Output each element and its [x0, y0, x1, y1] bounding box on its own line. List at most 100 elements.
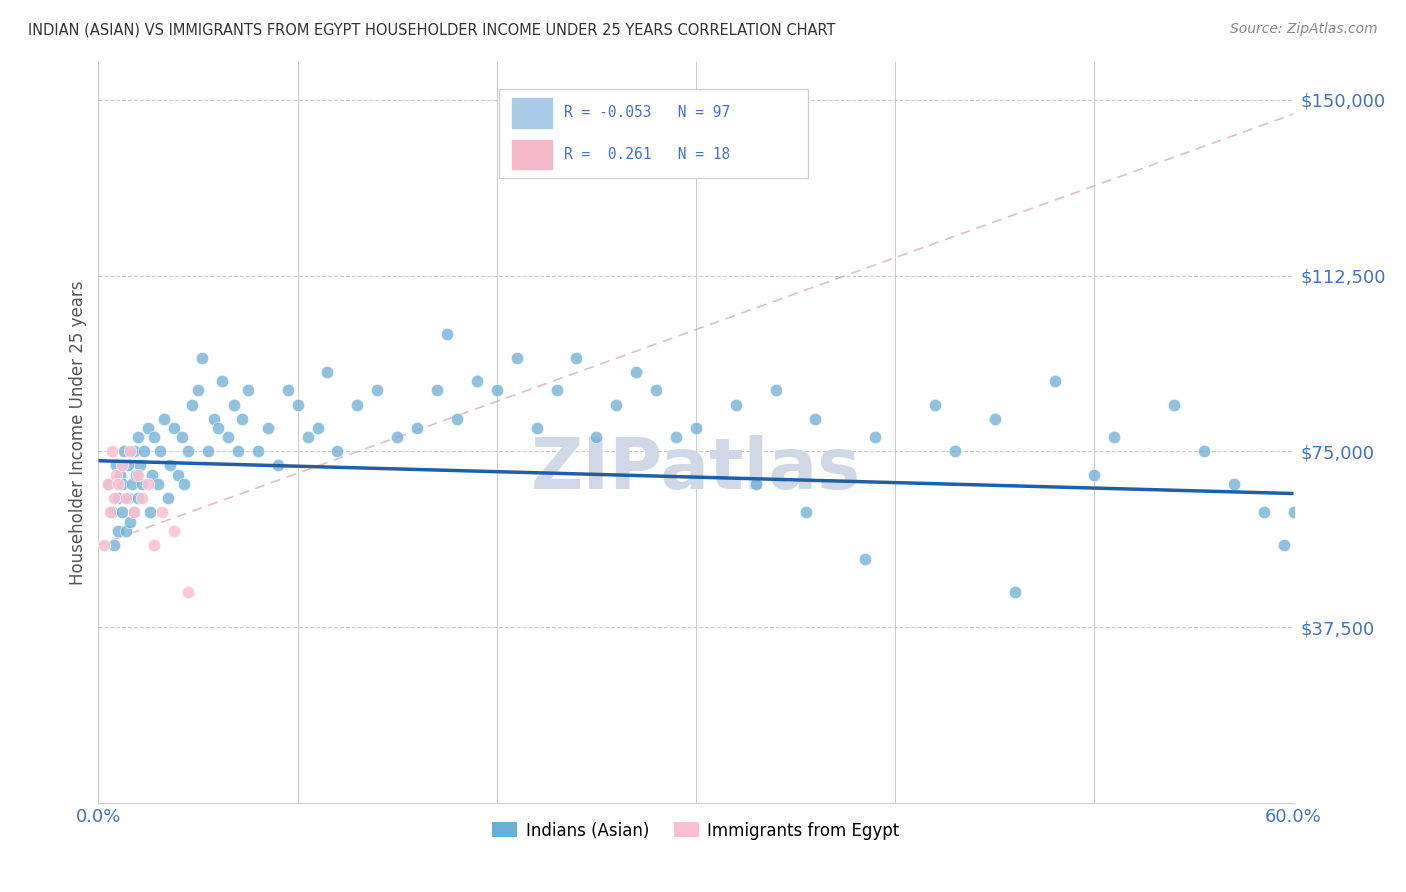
Point [1223, 477, 1246, 491]
Point [124, 444, 146, 458]
Point [121, 477, 143, 491]
Point [804, 411, 827, 425]
Point [485, 384, 508, 398]
Point [191, 351, 214, 365]
Text: ZIPatlas: ZIPatlas [531, 435, 860, 504]
Point [101, 505, 124, 519]
Point [181, 397, 204, 411]
Point [277, 384, 299, 398]
Point [207, 421, 229, 435]
Point [924, 397, 946, 411]
Point [124, 505, 146, 519]
Point [97, 477, 120, 491]
Point [1083, 467, 1105, 482]
Point [316, 365, 339, 379]
Text: R = -0.053   N = 97: R = -0.053 N = 97 [564, 105, 730, 120]
Point [307, 421, 329, 435]
Text: R =  0.261   N = 18: R = 0.261 N = 18 [564, 147, 730, 162]
Point [97, 477, 120, 491]
Point [326, 444, 349, 458]
Point [202, 411, 225, 425]
Point [465, 374, 488, 388]
Point [426, 384, 449, 398]
Point [665, 430, 688, 444]
Point [446, 411, 468, 425]
Point [111, 458, 134, 473]
Point [173, 477, 195, 491]
Point [1104, 430, 1126, 444]
Point [794, 505, 817, 519]
Point [626, 365, 648, 379]
Point [226, 444, 249, 458]
Point [1282, 505, 1305, 519]
Point [943, 444, 966, 458]
Point [222, 397, 245, 411]
Point [1043, 374, 1066, 388]
Point [236, 384, 259, 398]
Point [645, 384, 668, 398]
Point [127, 467, 149, 482]
Text: INDIAN (ASIAN) VS IMMIGRANTS FROM EGYPT HOUSEHOLDER INCOME UNDER 25 YEARS CORREL: INDIAN (ASIAN) VS IMMIGRANTS FROM EGYPT … [28, 22, 835, 37]
Point [129, 458, 152, 473]
Point [120, 444, 142, 458]
Point [139, 505, 162, 519]
Point [112, 444, 135, 458]
Point [150, 505, 173, 519]
Point [177, 585, 200, 599]
Point [127, 430, 149, 444]
Text: Source: ZipAtlas.com: Source: ZipAtlas.com [1230, 22, 1378, 37]
Point [231, 411, 253, 425]
Point [153, 411, 176, 425]
Point [177, 444, 200, 458]
Point [107, 524, 129, 538]
Point [107, 491, 129, 506]
Bar [512, 98, 551, 128]
Point [141, 467, 163, 482]
Point [853, 552, 876, 566]
Point [297, 430, 319, 444]
Point [98, 505, 122, 519]
Point [197, 444, 219, 458]
Point [103, 491, 125, 506]
Point [287, 397, 309, 411]
Point [765, 384, 787, 398]
Point [984, 411, 1007, 425]
Point [103, 538, 125, 552]
Point [143, 538, 166, 552]
Point [406, 421, 429, 435]
Point [546, 384, 568, 398]
Point [131, 477, 153, 491]
Point [172, 430, 194, 444]
Point [136, 421, 159, 435]
Point [136, 477, 159, 491]
Point [134, 444, 156, 458]
Point [167, 467, 190, 482]
Point [120, 515, 142, 529]
Point [1253, 505, 1275, 519]
Point [436, 327, 458, 342]
Point [605, 397, 627, 411]
Point [506, 351, 529, 365]
Point [124, 505, 146, 519]
Point [217, 430, 239, 444]
Point [211, 374, 233, 388]
Point [865, 430, 887, 444]
Point [125, 467, 148, 482]
Y-axis label: Householder Income Under 25 years: Householder Income Under 25 years [69, 280, 87, 585]
Point [105, 467, 128, 482]
Point [101, 444, 124, 458]
Point [366, 384, 388, 398]
Point [105, 458, 128, 473]
Point [745, 477, 768, 491]
Point [107, 477, 129, 491]
Point [110, 467, 132, 482]
Point [163, 421, 186, 435]
Point [117, 458, 139, 473]
Point [526, 421, 548, 435]
Point [115, 524, 138, 538]
Point [115, 491, 138, 506]
Point [111, 505, 134, 519]
Legend: Indians (Asian), Immigrants from Egypt: Indians (Asian), Immigrants from Egypt [485, 815, 907, 847]
Point [148, 477, 170, 491]
Point [93, 538, 115, 552]
